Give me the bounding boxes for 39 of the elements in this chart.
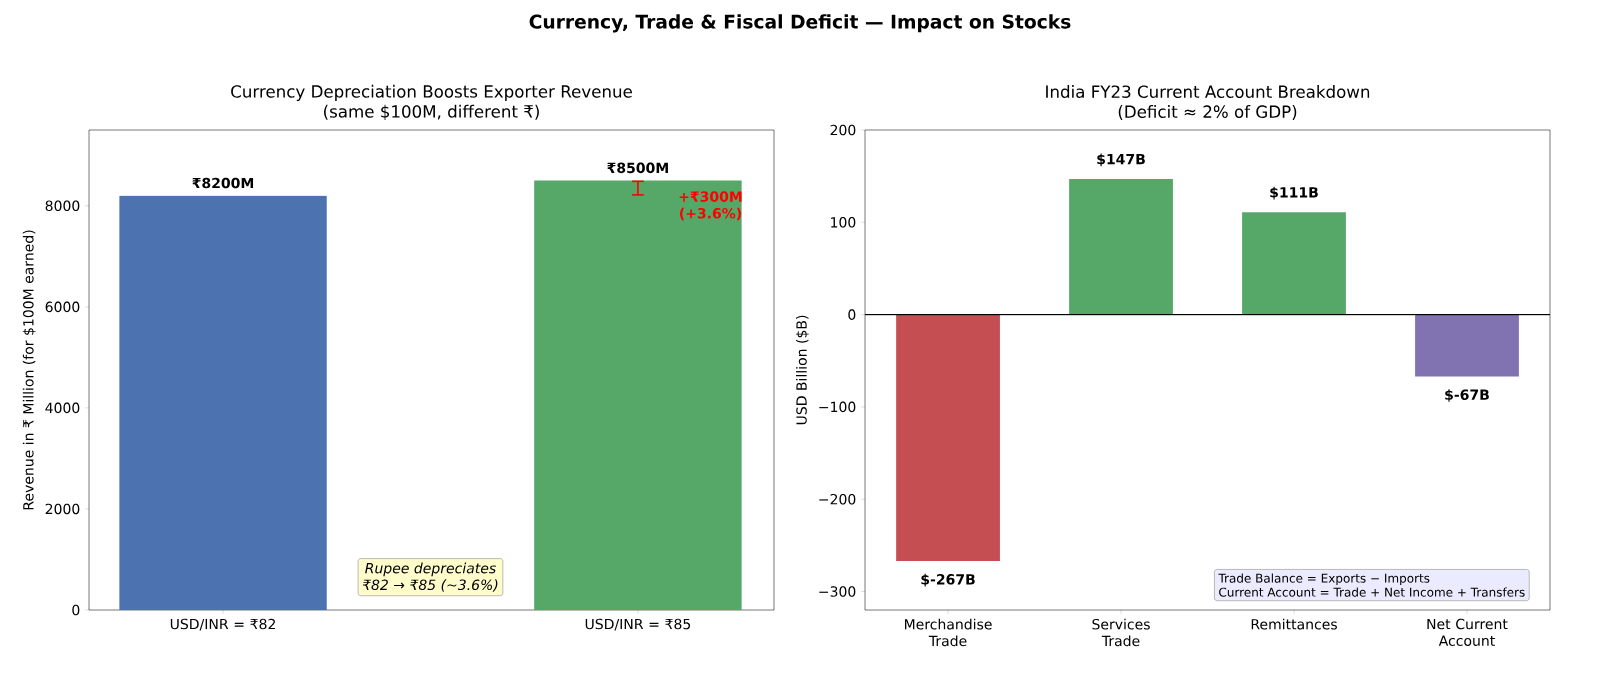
y-axis-title: Revenue in ₹ Million (for $100M earned) xyxy=(22,230,36,510)
y-tick-label: 100 xyxy=(831,217,856,228)
annotation: Rupee depreciates xyxy=(365,562,496,577)
chart-title: India FY23 Current Account Breakdown xyxy=(1046,85,1370,98)
y-tick-label: −200 xyxy=(819,493,856,505)
text: Currency, Trade & Fiscal Deficit — Impact on Stocks xyxy=(529,14,1071,33)
x-tick-label: USD/INR = ₹85 xyxy=(585,618,691,631)
annotation: Trade Balance = Exports − Imports xyxy=(1218,573,1430,586)
y-tick-label: 2000 xyxy=(45,503,80,515)
data-label: $147B xyxy=(1097,153,1145,167)
data-label: ₹8200M xyxy=(192,177,254,189)
data-label: $-67B xyxy=(1445,389,1489,402)
annotation: +₹300M (+3.6%) xyxy=(679,191,742,221)
x-tick-label: Remittances xyxy=(1251,618,1337,630)
y-tick-label: 0 xyxy=(848,309,856,320)
y-tick-label: 200 xyxy=(830,124,856,136)
y-axis-title: USD Billion ($B) xyxy=(796,315,809,425)
bar xyxy=(1242,212,1346,315)
annotation: ₹82 → ₹85 (~3.6%) xyxy=(362,579,498,592)
x-tick-label: Merchandise Trade xyxy=(905,618,992,647)
y-tick-label: 4000 xyxy=(45,402,80,414)
y-tick-label: −100 xyxy=(819,401,856,413)
chart-subtitle: (same $100M, different ₹) xyxy=(324,104,539,120)
x-tick-label: USD/INR = ₹82 xyxy=(170,618,275,631)
bar xyxy=(1415,314,1519,377)
y-tick-label: −300 xyxy=(819,586,856,597)
chart-subtitle: (Deficit ≈ 2% of GDP) xyxy=(1118,105,1297,120)
x-tick-label: Services Trade xyxy=(1092,618,1150,647)
x-tick-label: Net Current Account xyxy=(1427,618,1508,646)
y-tick-label: 8000 xyxy=(45,200,80,212)
y-tick-label: 0 xyxy=(72,604,80,616)
annotation: Current Account = Trade + Net Income + Transfers xyxy=(1219,587,1525,597)
data-label: $-267B xyxy=(921,573,975,587)
bar xyxy=(1069,178,1173,315)
chart-title: Currency Depreciation Boosts Exporter Revenue xyxy=(231,84,632,101)
bar xyxy=(896,314,1000,562)
y-tick-label: 6000 xyxy=(45,301,80,313)
data-label: $111B xyxy=(1270,186,1318,200)
data-label: ₹8500M xyxy=(607,162,668,174)
